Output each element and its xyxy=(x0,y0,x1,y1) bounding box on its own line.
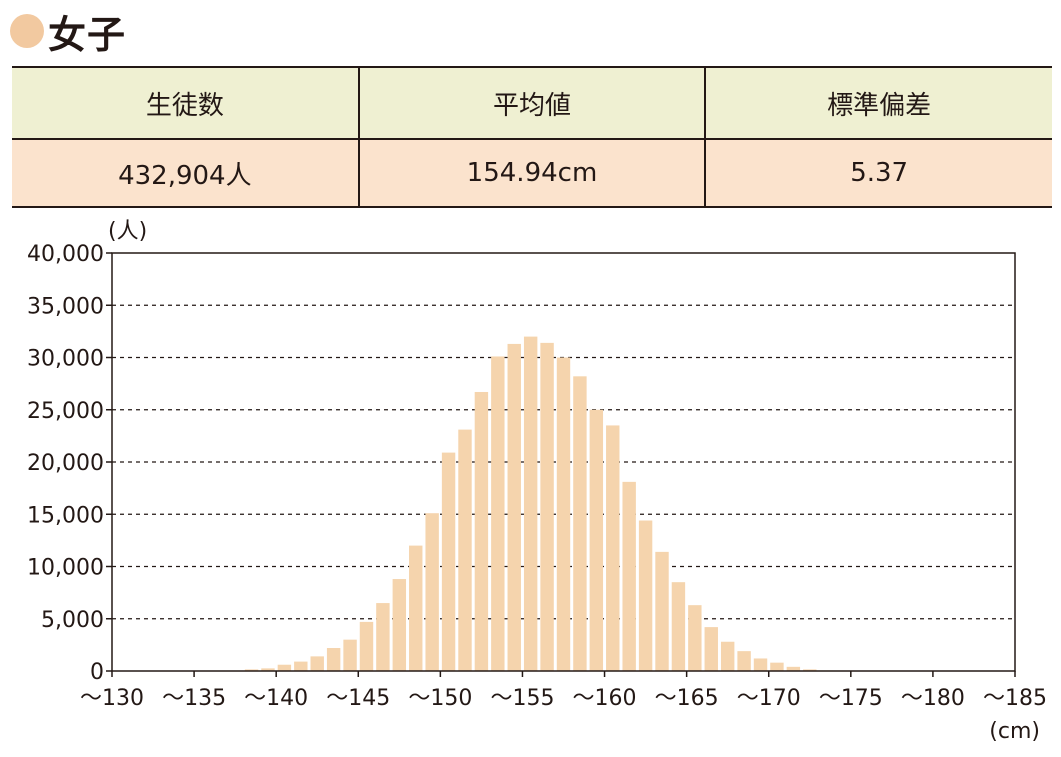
histogram-bar xyxy=(671,582,686,671)
histogram-bar xyxy=(425,513,439,671)
header-mean: 平均値 xyxy=(357,67,706,140)
y-tick-label: 25,000 xyxy=(27,399,104,424)
histogram-bar xyxy=(441,452,456,671)
x-tick-label: 〜130 xyxy=(80,686,144,711)
circle-bullet-icon xyxy=(10,14,44,48)
histogram-bar xyxy=(326,648,341,671)
histogram-bar xyxy=(786,666,801,671)
x-axis-unit-label: (cm) xyxy=(989,719,1040,744)
histogram-bars xyxy=(244,336,833,671)
x-tick-label: 〜135 xyxy=(162,686,226,711)
histogram-bar xyxy=(655,551,669,671)
y-tick-label: 10,000 xyxy=(27,556,104,581)
histogram-bar xyxy=(753,658,768,671)
y-tick-label: 30,000 xyxy=(27,347,104,372)
x-tick-label: 〜185 xyxy=(983,686,1047,711)
histogram-bar xyxy=(540,342,554,671)
x-tick-label: 〜145 xyxy=(326,686,390,711)
y-tick-label: 0 xyxy=(90,660,104,685)
histogram-bar xyxy=(622,481,636,671)
y-axis-ticks: 0 5,000 10,000 15,000 20,000 25,000 30,000 35,0… xyxy=(27,242,112,685)
x-tick-label: 〜170 xyxy=(737,686,801,711)
header-std-dev: 標準偏差 xyxy=(704,67,1052,140)
height-histogram-chart: 0 5,000 10,000 15,000 20,000 25,000 30,000 35,0… xyxy=(27,219,1047,744)
histogram-bar xyxy=(474,391,489,671)
histogram-bar xyxy=(376,603,390,671)
section-heading: 女子 xyxy=(10,6,127,57)
histogram-bar xyxy=(704,627,718,671)
histogram-bar xyxy=(458,429,472,671)
x-tick-label: 〜155 xyxy=(490,686,554,711)
y-tick-label: 35,000 xyxy=(27,294,104,319)
x-axis-ticks: 〜130 〜135 〜140 〜145 〜150 〜155 〜160 〜165 〜170 〜175… xyxy=(80,671,1047,711)
value-student-count: 432,904人 xyxy=(12,139,359,207)
histogram-bar xyxy=(556,357,571,671)
value-std-dev: 5.37 xyxy=(704,139,1052,207)
y-axis-unit-label: (人) xyxy=(108,219,147,244)
histogram-bar xyxy=(409,545,423,671)
stats-value-row: 432,904人 154.94cm 5.37 xyxy=(12,139,1052,207)
x-tick-label: 〜150 xyxy=(408,686,472,711)
x-tick-label: 〜140 xyxy=(244,686,308,711)
histogram-bar xyxy=(310,656,324,671)
y-tick-label: 20,000 xyxy=(27,451,104,476)
stats-header-row: 生徒数 平均値 標準偏差 xyxy=(12,67,1052,140)
histogram-bar xyxy=(803,669,817,671)
section-title: 女子 xyxy=(48,12,127,57)
stats-table: 生徒数 平均値 標準偏差 432,904人 154.94cm 5.37 xyxy=(12,66,1052,208)
x-tick-label: 〜180 xyxy=(901,686,965,711)
histogram-bar xyxy=(606,425,620,671)
histogram-bar xyxy=(573,376,587,671)
histogram-bar xyxy=(491,356,505,671)
histogram-bar xyxy=(523,336,538,671)
histogram-bar xyxy=(507,343,521,671)
header-student-count: 生徒数 xyxy=(12,67,359,140)
histogram-bar xyxy=(392,579,407,671)
histogram-bar xyxy=(737,651,751,671)
y-tick-label: 15,000 xyxy=(27,503,104,528)
y-tick-label: 40,000 xyxy=(27,242,104,267)
histogram-bar xyxy=(244,669,259,671)
x-tick-label: 〜160 xyxy=(573,686,637,711)
histogram-bar xyxy=(720,641,735,671)
histogram-bar xyxy=(770,662,784,671)
x-tick-label: 〜175 xyxy=(819,686,883,711)
x-tick-label: 〜165 xyxy=(655,686,719,711)
value-mean: 154.94cm xyxy=(357,139,706,207)
histogram-bar xyxy=(277,664,292,671)
histogram-bar xyxy=(261,668,275,671)
histogram-bar xyxy=(359,621,374,671)
histogram-bar xyxy=(688,605,702,671)
histogram-bar xyxy=(343,639,357,671)
histogram-bar xyxy=(294,661,308,671)
y-tick-label: 5,000 xyxy=(41,608,104,633)
histogram-bar xyxy=(638,520,653,671)
histogram-bar xyxy=(589,409,604,671)
